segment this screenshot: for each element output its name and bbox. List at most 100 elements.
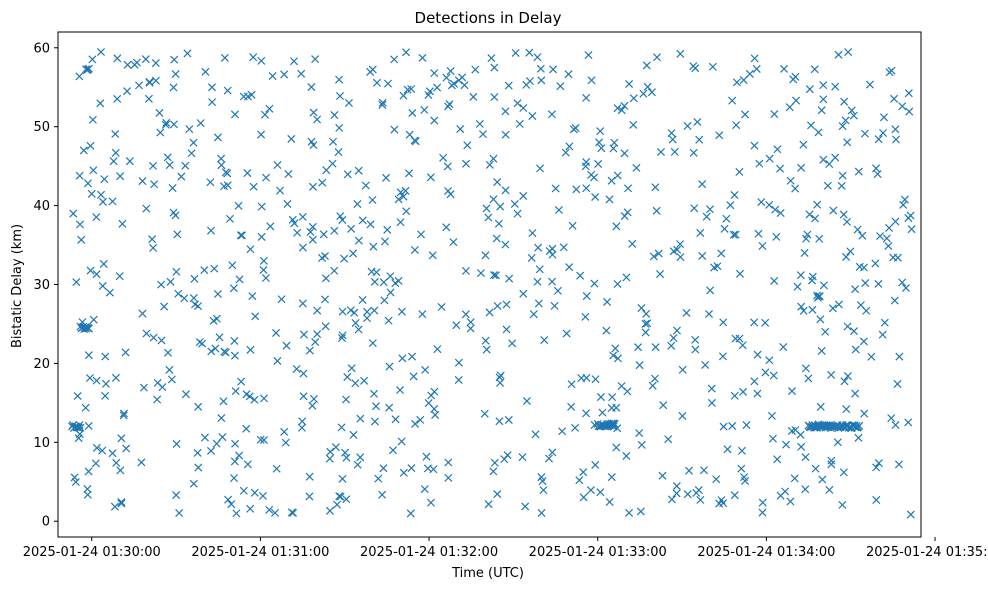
data-point [333,500,342,509]
data-point [698,180,707,189]
data-point [728,96,737,105]
data-point [739,387,748,396]
data-point [843,372,852,381]
data-point [586,486,595,495]
data-point [894,460,903,469]
data-point [207,446,216,455]
data-point [732,78,741,87]
data-point [251,312,260,321]
data-point [553,286,562,295]
data-point [194,463,203,472]
data-point [710,263,719,272]
data-point [406,509,415,518]
data-point [347,224,356,233]
data-point [299,392,308,401]
data-point [272,328,281,337]
data-point [113,54,122,63]
chart-title: Detections in Delay [415,9,562,27]
data-point [510,199,519,208]
data-point [396,218,405,227]
data-point [829,206,838,215]
data-point [564,70,573,79]
data-point [611,344,620,353]
data-point [513,209,522,218]
data-point [108,449,117,458]
data-point [211,344,220,353]
data-point [729,230,738,239]
data-point [220,53,229,62]
data-point [519,289,528,298]
data-point [108,197,117,206]
data-point [812,291,822,300]
data-point [579,468,588,477]
data-point [411,137,420,146]
data-point [458,73,467,82]
data-point [399,468,408,477]
data-point [259,435,268,445]
data-point [75,171,84,180]
data-point [234,201,243,210]
data-point [647,88,656,97]
data-point [892,135,901,144]
data-point [551,184,560,193]
data-point [735,334,744,343]
data-point [622,273,631,282]
data-point [75,72,84,81]
data-point [246,504,255,513]
data-point [76,423,85,432]
data-point [163,153,172,162]
data-point [659,401,668,410]
data-point [851,345,860,354]
data-point [391,415,400,424]
plot-frame [57,31,922,538]
data-point [906,510,915,519]
data-point [723,445,732,454]
data-point [867,352,876,361]
data-point [676,253,685,262]
data-point [86,141,95,150]
data-point [796,271,805,280]
data-point [576,271,585,280]
data-point [383,79,393,88]
data-point [115,272,124,281]
data-point [75,220,85,229]
data-point [325,506,334,515]
data-point [449,238,458,247]
data-point [111,373,120,382]
data-point [366,67,375,76]
data-point [691,345,700,354]
data-point [658,471,667,480]
data-point [84,467,93,476]
data-point [608,393,617,402]
data-point [401,48,411,57]
data-point [609,144,618,153]
data-point [283,199,292,208]
data-point [117,434,126,443]
data-point [882,234,891,243]
data-point [624,184,633,193]
data-point [144,94,153,103]
data-point [250,395,259,404]
data-point [548,244,557,253]
data-point [533,53,542,62]
data-point [537,508,546,517]
data-point [306,227,315,236]
data-point [119,409,129,418]
data-point [841,116,850,125]
data-point [602,326,611,335]
data-point [444,102,453,111]
data-point [213,133,222,142]
data-point [83,490,92,499]
data-point [101,379,111,388]
data-point [237,377,246,386]
data-point [447,81,456,90]
data-point [181,390,190,399]
data-point [672,482,681,491]
data-point [374,474,383,483]
data-point [789,75,798,84]
data-point [496,202,505,211]
data-point [536,64,545,73]
data-point [493,178,502,187]
data-point [229,474,239,483]
data-point [490,93,499,102]
